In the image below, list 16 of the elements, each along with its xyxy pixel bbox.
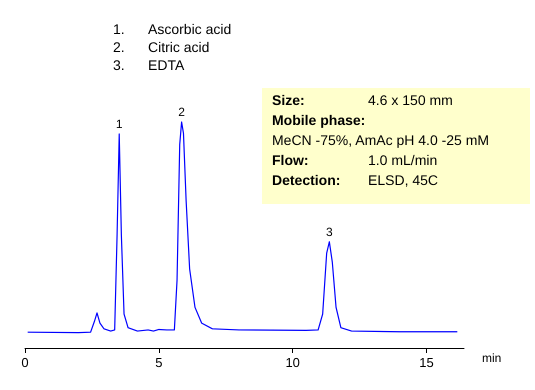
annotation: Mobile phase: bbox=[272, 112, 366, 128]
text: 2. Citric acid bbox=[113, 39, 210, 55]
annotation: 1 bbox=[116, 116, 123, 131]
text: Detection: ELSD, 45C bbox=[272, 172, 438, 188]
annotation: MeCN -75%, AmAc pH 4.0 -25 mM bbox=[272, 132, 490, 148]
text: Size: 4.6 x 150 mm bbox=[272, 92, 453, 108]
text: 1. Ascorbic acid bbox=[113, 21, 232, 37]
x-tick-label: 10 bbox=[285, 355, 300, 370]
x-axis-title: min bbox=[482, 351, 502, 365]
annotation: 3 bbox=[326, 224, 334, 239]
annotation: 2 bbox=[178, 105, 186, 119]
x-tick-label: 15 bbox=[419, 355, 434, 370]
text: 3. EDTA bbox=[113, 57, 184, 73]
x-tick-label: 0 bbox=[21, 355, 29, 370]
x-tick-label: 5 bbox=[155, 355, 162, 370]
text: Flow: 1.0 mL/min bbox=[272, 152, 438, 168]
